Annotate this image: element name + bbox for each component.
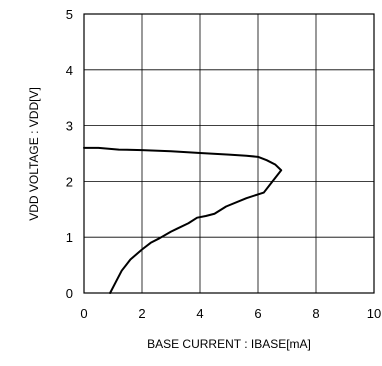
y-tick-label: 3 <box>66 119 73 134</box>
grid-layer <box>84 14 374 293</box>
x-tick-label: 4 <box>196 306 203 321</box>
y-tick-layer: 0 1 2 3 4 5 <box>66 7 73 301</box>
x-tick-label: 6 <box>254 306 261 321</box>
plot-frame <box>83 13 375 294</box>
x-tick-label: 2 <box>138 306 145 321</box>
series-layer <box>83 146 283 294</box>
y-tick-label: 0 <box>66 286 73 301</box>
x-axis-label: BASE CURRENT : IBASE[mA] <box>147 337 311 351</box>
y-tick-label: 2 <box>66 174 73 189</box>
y-tick-label: 4 <box>66 63 73 78</box>
x-tick-label: 0 <box>80 306 87 321</box>
series-line <box>83 146 283 294</box>
x-tick-label: 10 <box>367 306 381 321</box>
y-tick-label: 1 <box>66 230 73 245</box>
y-axis-label: VDD VOLTAGE : VDD[V] <box>27 87 41 221</box>
x-tick-label: 8 <box>312 306 319 321</box>
y-tick-label: 5 <box>66 7 73 22</box>
x-tick-layer: 0 2 4 6 8 10 <box>80 306 381 321</box>
